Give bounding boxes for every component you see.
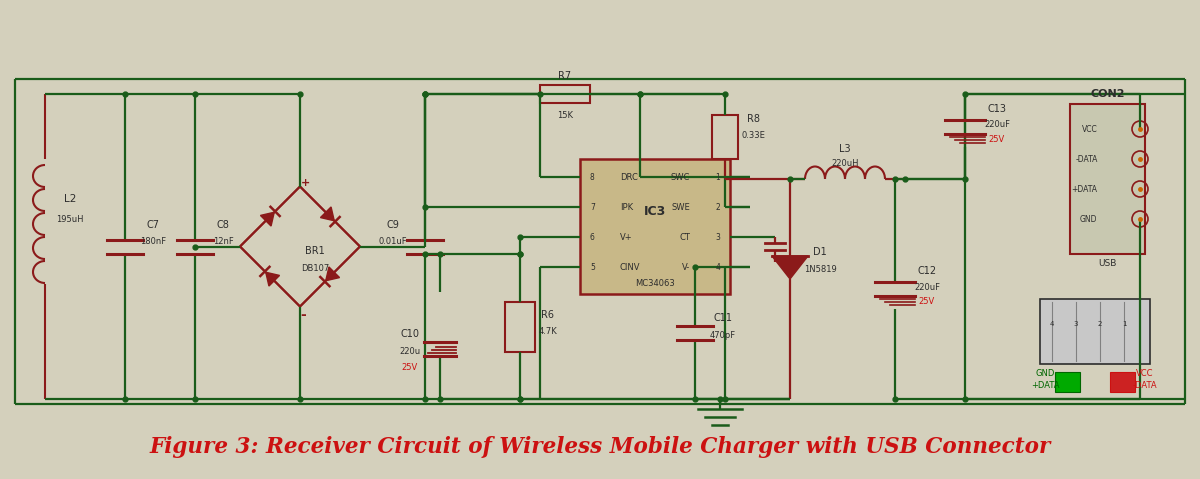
Text: BR1: BR1 xyxy=(305,247,325,256)
Text: VCC: VCC xyxy=(1136,369,1153,378)
Text: 0.01uF: 0.01uF xyxy=(379,237,407,246)
Bar xyxy=(1070,104,1145,254)
Polygon shape xyxy=(260,212,275,226)
Text: D1: D1 xyxy=(814,247,827,257)
Text: 470pF: 470pF xyxy=(710,331,736,340)
Text: USB: USB xyxy=(1098,260,1117,269)
Text: -: - xyxy=(300,308,306,321)
Text: 1: 1 xyxy=(1122,320,1127,327)
Text: +DATA: +DATA xyxy=(1072,184,1098,194)
Text: 7: 7 xyxy=(590,203,595,212)
Text: 2: 2 xyxy=(1098,320,1102,327)
Text: 25V: 25V xyxy=(402,363,418,372)
Text: 4.7K: 4.7K xyxy=(539,327,557,336)
Text: 1: 1 xyxy=(715,172,720,182)
Text: +DATA: +DATA xyxy=(1031,381,1060,390)
Text: L3: L3 xyxy=(839,144,851,154)
Text: C8: C8 xyxy=(216,219,229,229)
Text: 2: 2 xyxy=(715,203,720,212)
Bar xyxy=(1055,372,1080,392)
Text: GND: GND xyxy=(1080,215,1098,224)
Text: C13: C13 xyxy=(988,103,1007,114)
Text: -DATA: -DATA xyxy=(1133,381,1157,390)
Text: V-: V- xyxy=(682,262,690,272)
Text: C10: C10 xyxy=(401,329,420,339)
Text: 5: 5 xyxy=(590,262,595,272)
Text: Figure 3: Receiver Circuit of Wireless Mobile Charger with USB Connector: Figure 3: Receiver Circuit of Wireless M… xyxy=(149,436,1051,458)
Text: 1N5819: 1N5819 xyxy=(804,264,836,274)
Bar xyxy=(712,114,738,159)
Text: DRC: DRC xyxy=(620,172,638,182)
Text: SWC: SWC xyxy=(671,172,690,182)
Text: 15K: 15K xyxy=(557,112,574,121)
Text: 220uH: 220uH xyxy=(832,160,859,169)
Text: C7: C7 xyxy=(146,219,160,229)
Text: SWE: SWE xyxy=(671,203,690,212)
Text: VCC: VCC xyxy=(1081,125,1098,134)
Text: C9: C9 xyxy=(386,219,400,229)
Text: R7: R7 xyxy=(558,71,571,81)
Text: 25V: 25V xyxy=(919,297,935,307)
Text: 4: 4 xyxy=(715,262,720,272)
Text: 180nF: 180nF xyxy=(140,237,166,246)
Text: DB107: DB107 xyxy=(301,264,329,273)
Text: -DATA: -DATA xyxy=(1075,155,1098,163)
Text: V+: V+ xyxy=(620,232,632,241)
Text: 3: 3 xyxy=(715,232,720,241)
Text: 25V: 25V xyxy=(989,135,1006,144)
Text: 8: 8 xyxy=(590,172,595,182)
Text: 0.33E: 0.33E xyxy=(742,131,764,140)
Bar xyxy=(505,301,535,352)
Bar xyxy=(580,159,730,294)
Text: GND: GND xyxy=(1036,369,1055,378)
Polygon shape xyxy=(265,272,280,286)
Text: CT: CT xyxy=(679,232,690,241)
Text: 4: 4 xyxy=(1050,320,1054,327)
Polygon shape xyxy=(320,207,335,221)
Text: 3: 3 xyxy=(1074,320,1079,327)
Bar xyxy=(1110,372,1135,392)
Text: 220u: 220u xyxy=(400,346,420,355)
Text: IC3: IC3 xyxy=(644,205,666,218)
Text: 220uF: 220uF xyxy=(914,283,940,292)
Text: CON2: CON2 xyxy=(1091,89,1124,99)
Text: L2: L2 xyxy=(64,194,76,204)
Text: C12: C12 xyxy=(918,266,936,276)
Text: 6: 6 xyxy=(590,232,595,241)
Text: IPK: IPK xyxy=(620,203,634,212)
Text: C11: C11 xyxy=(714,313,732,323)
Text: +: + xyxy=(301,178,311,187)
Text: R8: R8 xyxy=(746,114,760,124)
Text: R6: R6 xyxy=(541,309,554,319)
Text: 12nF: 12nF xyxy=(212,237,233,246)
Text: MC34063: MC34063 xyxy=(635,280,674,288)
Text: 220uF: 220uF xyxy=(984,120,1010,129)
Bar xyxy=(540,85,590,103)
Polygon shape xyxy=(325,267,340,281)
Bar xyxy=(1040,299,1150,364)
Polygon shape xyxy=(772,256,808,279)
Text: CINV: CINV xyxy=(620,262,641,272)
Text: 195uH: 195uH xyxy=(56,215,84,224)
